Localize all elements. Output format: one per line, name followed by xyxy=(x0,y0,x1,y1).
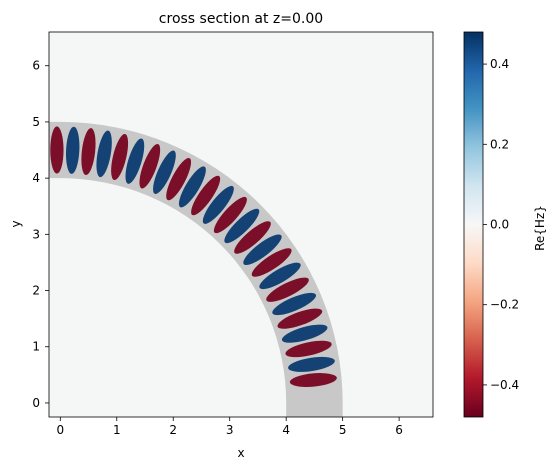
x-tick-label: 2 xyxy=(169,423,177,437)
y-axis-label: y xyxy=(9,220,23,227)
field-band xyxy=(191,175,221,216)
colorbar-label: Re{Hz} xyxy=(533,205,547,251)
colorbar-tick-label: 0.2 xyxy=(490,137,509,151)
field-band xyxy=(288,356,335,372)
field-band xyxy=(243,234,282,266)
y-tick-label: 0 xyxy=(32,396,40,410)
x-tick-label: 6 xyxy=(395,423,403,437)
field-band xyxy=(272,292,317,316)
x-tick-label: 1 xyxy=(113,423,121,437)
y-tick-label: 1 xyxy=(32,340,40,354)
x-tick-label: 4 xyxy=(282,423,290,437)
field-band xyxy=(213,196,247,234)
field-band xyxy=(251,248,292,277)
field-band xyxy=(81,128,96,176)
field-band xyxy=(202,185,234,224)
field-band xyxy=(153,150,176,194)
field-band xyxy=(96,130,112,178)
colorbar-gradient xyxy=(464,32,483,417)
field-band xyxy=(259,262,301,290)
field-band xyxy=(50,126,64,174)
colorbar-ticks: 0.4 0.2 0.0 −0.2 −0.4 xyxy=(483,57,519,392)
colorbar-tick-label: 0.0 xyxy=(490,218,509,232)
field-band xyxy=(285,340,332,358)
x-axis-label: x xyxy=(237,446,244,460)
y-tick-label: 4 xyxy=(32,171,40,185)
field-band xyxy=(166,157,192,201)
field-band xyxy=(277,308,323,329)
y-axis-ticks: 0 1 2 3 4 5 6 xyxy=(32,59,49,410)
field-band xyxy=(224,208,260,244)
field-band xyxy=(125,138,145,184)
plot-area: 0 1 2 3 4 5 6 0 1 2 3 4 5 6 xyxy=(32,31,434,437)
colorbar-tick-label: −0.2 xyxy=(490,298,519,312)
field-marks xyxy=(50,126,337,387)
x-axis-ticks: 0 1 2 3 4 5 6 xyxy=(56,417,403,437)
field-band xyxy=(234,221,271,254)
colorbar-tick-label: −0.4 xyxy=(490,378,519,392)
x-tick-label: 5 xyxy=(339,423,347,437)
x-tick-label: 0 xyxy=(56,423,64,437)
field-band xyxy=(65,126,80,174)
field-band xyxy=(139,144,161,189)
x-tick-label: 3 xyxy=(226,423,234,437)
plot-frame xyxy=(48,31,434,418)
field-band xyxy=(281,324,328,343)
y-tick-label: 6 xyxy=(32,59,40,73)
colorbar-tick-label: 0.4 xyxy=(490,57,509,71)
y-tick-label: 5 xyxy=(32,115,40,129)
chart-title: cross section at z=0.00 xyxy=(159,11,323,27)
field-band xyxy=(111,134,129,181)
y-tick-label: 2 xyxy=(32,284,40,298)
field-band xyxy=(266,277,309,302)
field-band xyxy=(289,373,337,387)
y-tick-label: 3 xyxy=(32,227,40,241)
colorbar: 0.4 0.2 0.0 −0.2 −0.4 Re{Hz} xyxy=(463,31,547,418)
field-band xyxy=(178,166,206,208)
